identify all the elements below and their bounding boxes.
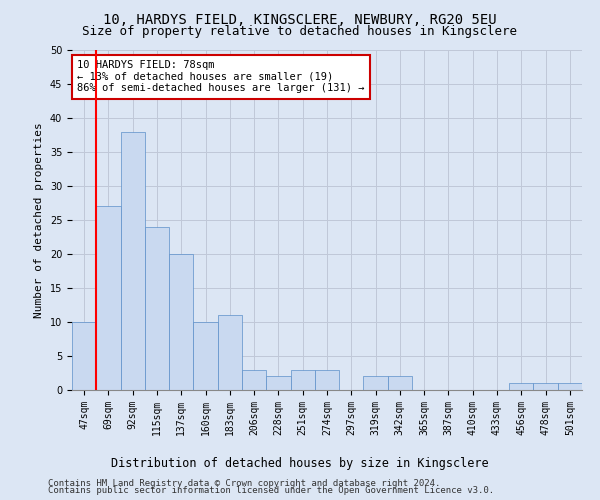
Y-axis label: Number of detached properties: Number of detached properties [34, 122, 44, 318]
Text: Distribution of detached houses by size in Kingsclere: Distribution of detached houses by size … [111, 458, 489, 470]
Bar [558, 383, 582, 390]
Text: Contains public sector information licensed under the Open Government Licence v3: Contains public sector information licen… [48, 486, 494, 495]
Bar [72, 322, 96, 390]
Bar [266, 376, 290, 390]
Bar [218, 315, 242, 390]
Bar [242, 370, 266, 390]
Bar [315, 370, 339, 390]
Bar [290, 370, 315, 390]
Text: Size of property relative to detached houses in Kingsclere: Size of property relative to detached ho… [83, 25, 517, 38]
Bar [533, 383, 558, 390]
Text: Contains HM Land Registry data © Crown copyright and database right 2024.: Contains HM Land Registry data © Crown c… [48, 478, 440, 488]
Bar [509, 383, 533, 390]
Bar [121, 132, 145, 390]
Text: 10 HARDYS FIELD: 78sqm
← 13% of detached houses are smaller (19)
86% of semi-det: 10 HARDYS FIELD: 78sqm ← 13% of detached… [77, 60, 365, 94]
Bar [96, 206, 121, 390]
Bar [364, 376, 388, 390]
Bar [145, 227, 169, 390]
Bar [169, 254, 193, 390]
Text: 10, HARDYS FIELD, KINGSCLERE, NEWBURY, RG20 5EU: 10, HARDYS FIELD, KINGSCLERE, NEWBURY, R… [103, 12, 497, 26]
Bar [388, 376, 412, 390]
Bar [193, 322, 218, 390]
